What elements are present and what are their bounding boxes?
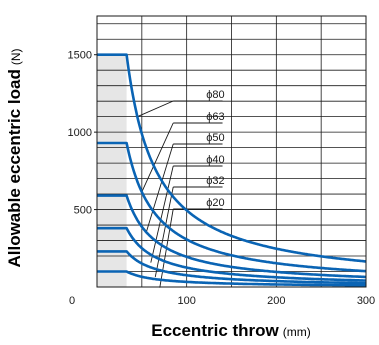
x-tick-label: 300 [357,295,375,307]
series-line [97,194,367,279]
series-line [97,53,367,263]
series-line [97,226,367,282]
series-line [97,270,367,287]
tick-labels: 0 100 200 300 500 1000 1500 [68,50,376,307]
leader-line [145,143,174,233]
leader-line [141,122,174,193]
shaded-region [97,54,127,287]
x-axis-unit: (mm) [283,325,311,339]
x-tick-label: 0 [69,295,75,307]
series-labels: ϕ80 ϕ63 ϕ50 ϕ40 ϕ32 ϕ20 [206,89,224,209]
x-tick-label: 100 [177,295,195,307]
series-line [97,141,367,273]
y-tick-label: 500 [74,205,92,217]
y-axis-unit: (N) [9,48,23,65]
series-label: ϕ63 [206,111,224,123]
series-label: ϕ32 [206,175,224,187]
y-axis-title: Allowable eccentric load (N) [5,48,24,267]
leader-line [154,186,174,278]
y-tick-label: 1500 [68,50,92,62]
plot-frame [96,15,367,288]
y-tick-label: 1000 [68,127,92,139]
series-label: ϕ40 [206,154,224,166]
leader-line [137,100,174,118]
shaded-region-layer [97,54,127,287]
series-label: ϕ20 [206,197,224,209]
series-lines [97,53,367,287]
y-axis-label: Allowable eccentric load [5,69,24,267]
x-tick-label: 200 [267,295,285,307]
series-label: ϕ80 [206,89,224,101]
leader-line [150,165,174,263]
x-axis-label: Eccentric throw [151,321,279,340]
series-line [97,250,367,285]
x-axis-title: Eccentric throw (mm) [151,321,311,340]
series-label: ϕ50 [206,132,224,144]
grid [97,16,366,287]
